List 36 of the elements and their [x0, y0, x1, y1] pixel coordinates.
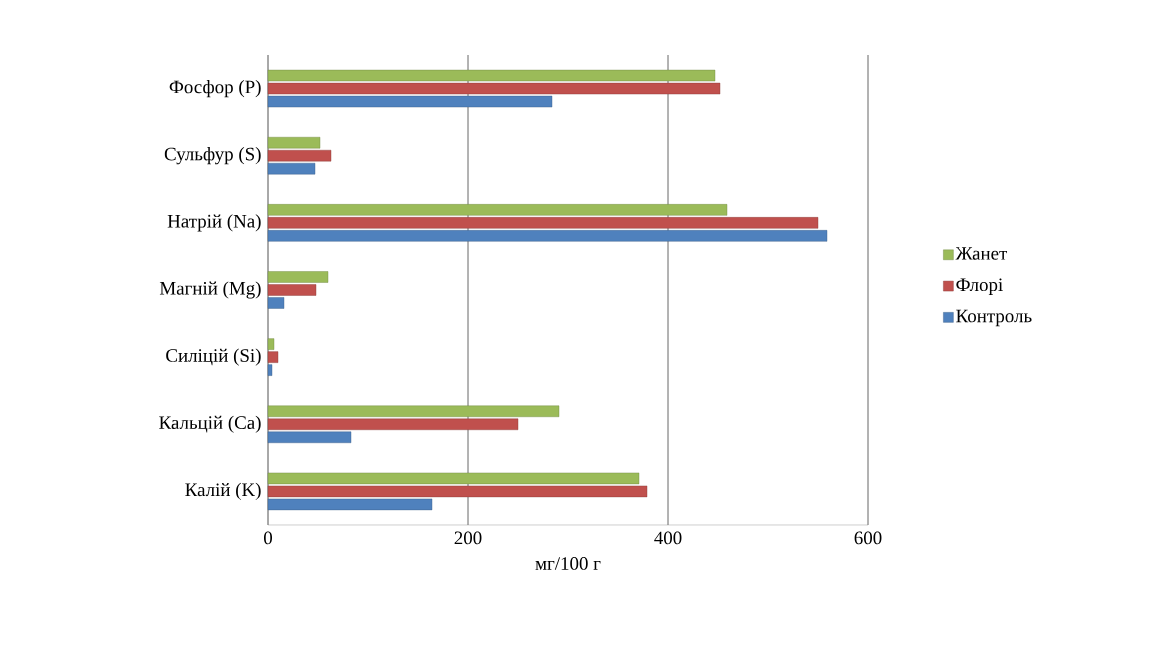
bar: [267, 431, 352, 443]
bar: [267, 405, 560, 417]
bar: [267, 284, 317, 296]
bar: [267, 217, 819, 229]
legend-label: Контроль: [956, 309, 1032, 327]
bar: [267, 498, 433, 511]
bar: [267, 338, 275, 350]
y-tick-label: Калій (K): [185, 482, 261, 500]
y-tick-label: Фосфор (P): [169, 79, 261, 98]
bar: [267, 163, 316, 175]
y-tick-label: Магній (Mg): [159, 281, 261, 299]
bar: [267, 204, 728, 216]
bar: [267, 351, 279, 363]
bar: [267, 364, 273, 376]
bar: [267, 69, 716, 82]
x-tick-label: 0: [264, 531, 273, 545]
bar: [267, 297, 285, 309]
bar: [267, 472, 640, 485]
y-tick-label: Кальцій (Ca): [159, 415, 261, 433]
bar: [267, 137, 321, 149]
x-tick-label: 200: [454, 531, 482, 545]
bar: [267, 271, 329, 283]
bar: [267, 150, 332, 162]
x-axis-title: мг/100 г: [535, 557, 601, 570]
bar: [267, 95, 553, 108]
y-tick-label: Силіцій (Si): [166, 348, 261, 366]
bar: [267, 230, 828, 242]
bar: [267, 82, 721, 95]
y-tick-label: Натрій (Na): [167, 214, 261, 232]
y-tick-label: Сульфур (S): [164, 147, 261, 165]
x-tick-label: 600: [854, 531, 882, 545]
x-tick-label: 400: [654, 531, 682, 545]
bar: [267, 418, 519, 430]
legend-label: Флорі: [956, 278, 1003, 295]
bar: [267, 485, 648, 498]
legend-label: Жанет: [955, 247, 1008, 260]
